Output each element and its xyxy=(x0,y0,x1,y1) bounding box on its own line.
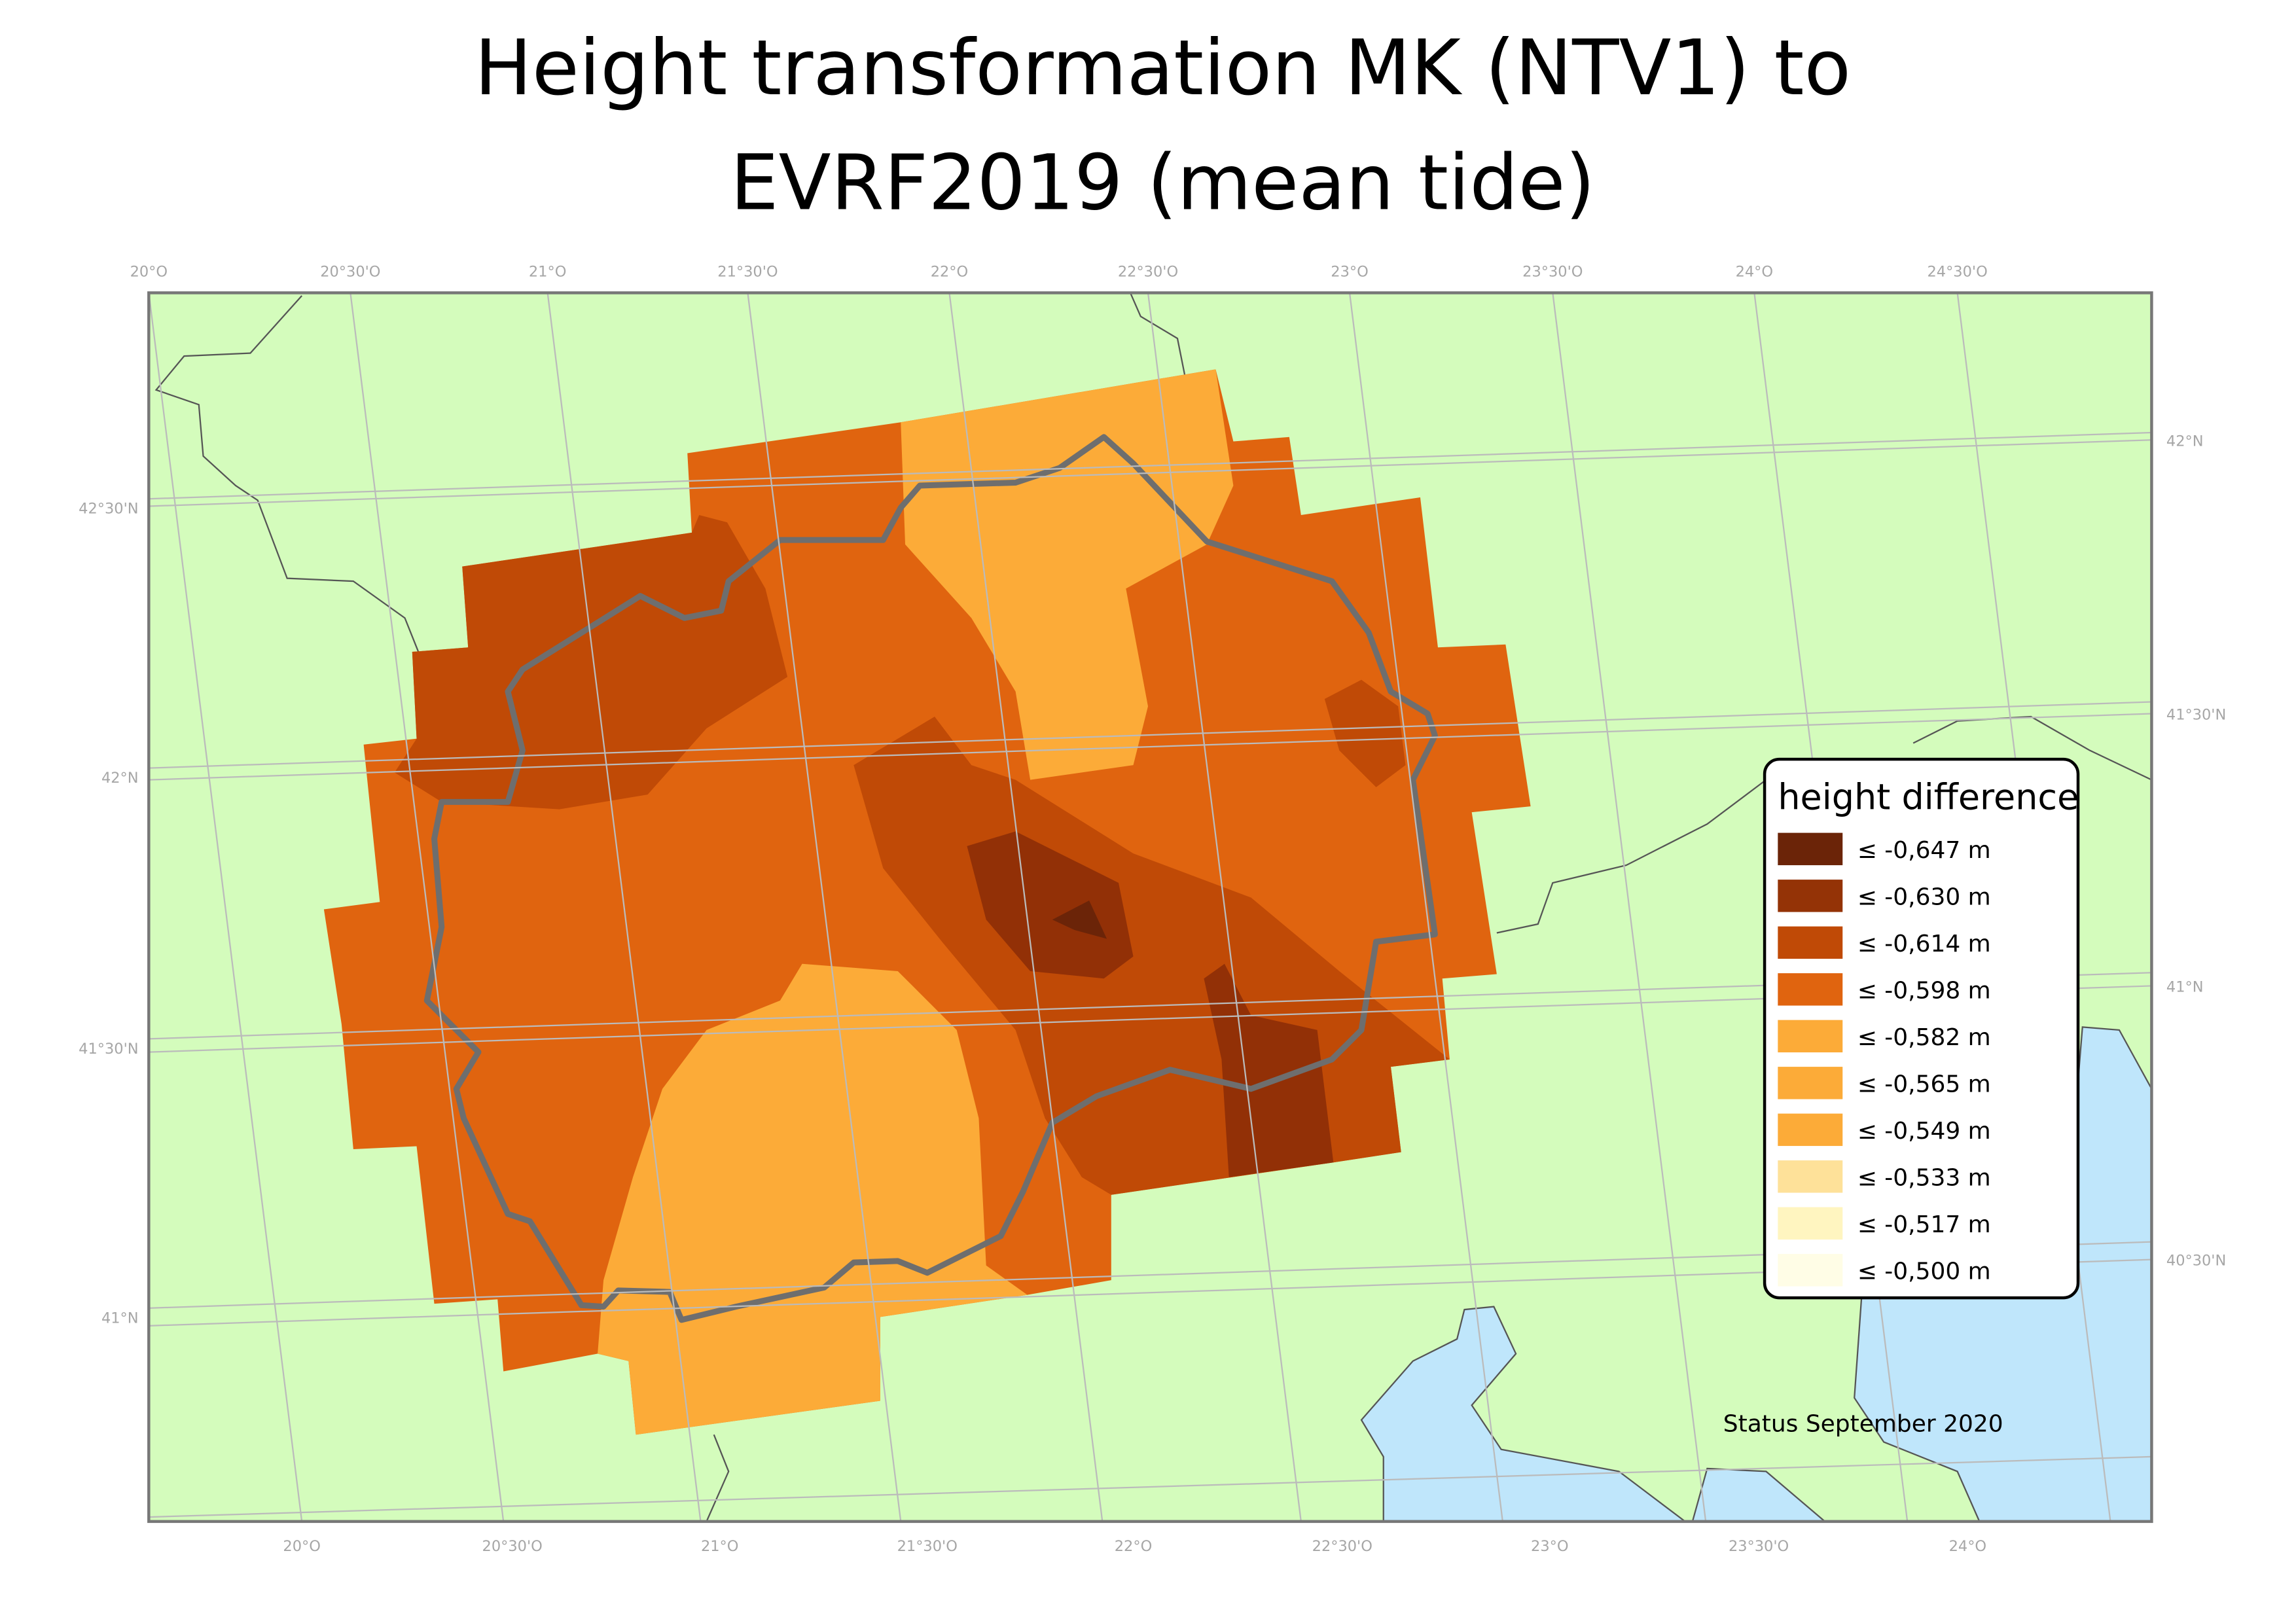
legend-label: ≤ -0,647 m xyxy=(1857,837,1991,864)
legend-label: ≤ -0,533 m xyxy=(1857,1164,1991,1191)
gulf xyxy=(1360,1306,1688,1522)
graticule-label: 24°O xyxy=(1736,264,1774,281)
graticule-label: 41°30'N xyxy=(2166,706,2226,723)
graticule xyxy=(148,293,2152,1522)
legend-label: ≤ -0,500 m xyxy=(1857,1258,1991,1285)
status-note: Status September 2020 xyxy=(1723,1411,2003,1438)
graticule-label: 20°O xyxy=(283,1538,321,1555)
graticule-label: 23°30'O xyxy=(1522,264,1583,281)
graticule-label: 21°30'O xyxy=(717,264,778,281)
legend-swatch xyxy=(1778,1020,1843,1053)
title: Height transformation MK (NTV1) to xyxy=(475,23,1851,113)
graticule-label: 24°O xyxy=(1949,1538,1987,1555)
graticule-label: 41°N xyxy=(2166,978,2204,995)
graticule-label: 21°O xyxy=(701,1538,739,1555)
country-borders xyxy=(154,292,2152,1522)
legend-swatch xyxy=(1778,973,1843,1006)
meridian xyxy=(1147,293,1302,1522)
graticule-label: 41°30'N xyxy=(79,1041,138,1058)
meridian xyxy=(1552,293,1707,1522)
graticule-label: 20°30'O xyxy=(320,264,380,281)
height-surface xyxy=(323,369,1531,1435)
graticule-label: 23°30'O xyxy=(1729,1538,1789,1555)
meridian xyxy=(1348,293,1503,1522)
graticule-label: 42°N xyxy=(101,770,139,787)
graticule-label: 24°30'O xyxy=(1927,264,1987,281)
title: EVRF2019 (mean tide) xyxy=(730,137,1595,227)
zone xyxy=(1052,901,1107,939)
graticule-label: 21°30'O xyxy=(897,1538,958,1555)
legend-label: ≤ -0,549 m xyxy=(1857,1118,1991,1145)
graticule-label: 42°N xyxy=(2166,433,2204,450)
meridian xyxy=(747,293,902,1522)
parallel xyxy=(149,713,2152,781)
graticule-label: 23°O xyxy=(1331,264,1369,281)
zone xyxy=(901,369,1234,780)
zone xyxy=(1324,679,1406,787)
zone xyxy=(1204,963,1334,1177)
meridian xyxy=(948,293,1103,1522)
legend-label: ≤ -0,565 m xyxy=(1857,1071,1991,1097)
parallel xyxy=(149,439,2152,507)
graticule-label: 40°30'N xyxy=(2166,1253,2226,1270)
legend-swatch xyxy=(1778,1067,1843,1099)
legend-swatch xyxy=(1778,832,1843,866)
legend-swatch xyxy=(1778,880,1843,912)
legend-label: ≤ -0,598 m xyxy=(1857,977,1991,1004)
legend-label: ≤ -0,582 m xyxy=(1857,1024,1991,1051)
legend-box xyxy=(1763,757,2080,1300)
graticule-label: 21°O xyxy=(529,264,567,281)
meridian xyxy=(350,293,505,1522)
graticule-label: 22°O xyxy=(931,264,969,281)
parallel xyxy=(149,701,2152,769)
legend: height difference ≤ -0,647 m ≤ -0,630 m ≤ … xyxy=(1763,757,2080,1300)
graticule-label: 20°30'O xyxy=(482,1538,543,1555)
graticule-label: 20°O xyxy=(130,264,168,281)
graticule-label: 22°30'O xyxy=(1312,1538,1372,1555)
legend-swatch xyxy=(1778,1254,1843,1287)
graticule-label: 23°O xyxy=(1531,1538,1569,1555)
legend-swatch xyxy=(1778,1160,1843,1193)
legend-swatch xyxy=(1778,926,1843,959)
meridian xyxy=(547,293,702,1522)
legend-swatch xyxy=(1778,1113,1843,1147)
map-frame xyxy=(147,291,2153,1524)
country-outline xyxy=(423,434,1438,1323)
graticule-label: 22°O xyxy=(1115,1538,1153,1555)
parallel xyxy=(149,1455,2152,1518)
legend-label: ≤ -0,517 m xyxy=(1857,1211,1991,1238)
legend-swatch xyxy=(1778,1207,1843,1240)
graticule-label: 41°N xyxy=(101,1310,139,1327)
zone xyxy=(967,831,1134,979)
parallel xyxy=(149,431,2152,500)
legend-label: ≤ -0,614 m xyxy=(1857,931,1991,957)
graticule-label: 42°30'N xyxy=(79,501,138,518)
legend-label: ≤ -0,630 m xyxy=(1857,883,1991,910)
graticule-label: 22°30'O xyxy=(1118,264,1178,281)
legend-title: height difference xyxy=(1778,777,2079,818)
zone xyxy=(394,514,788,810)
